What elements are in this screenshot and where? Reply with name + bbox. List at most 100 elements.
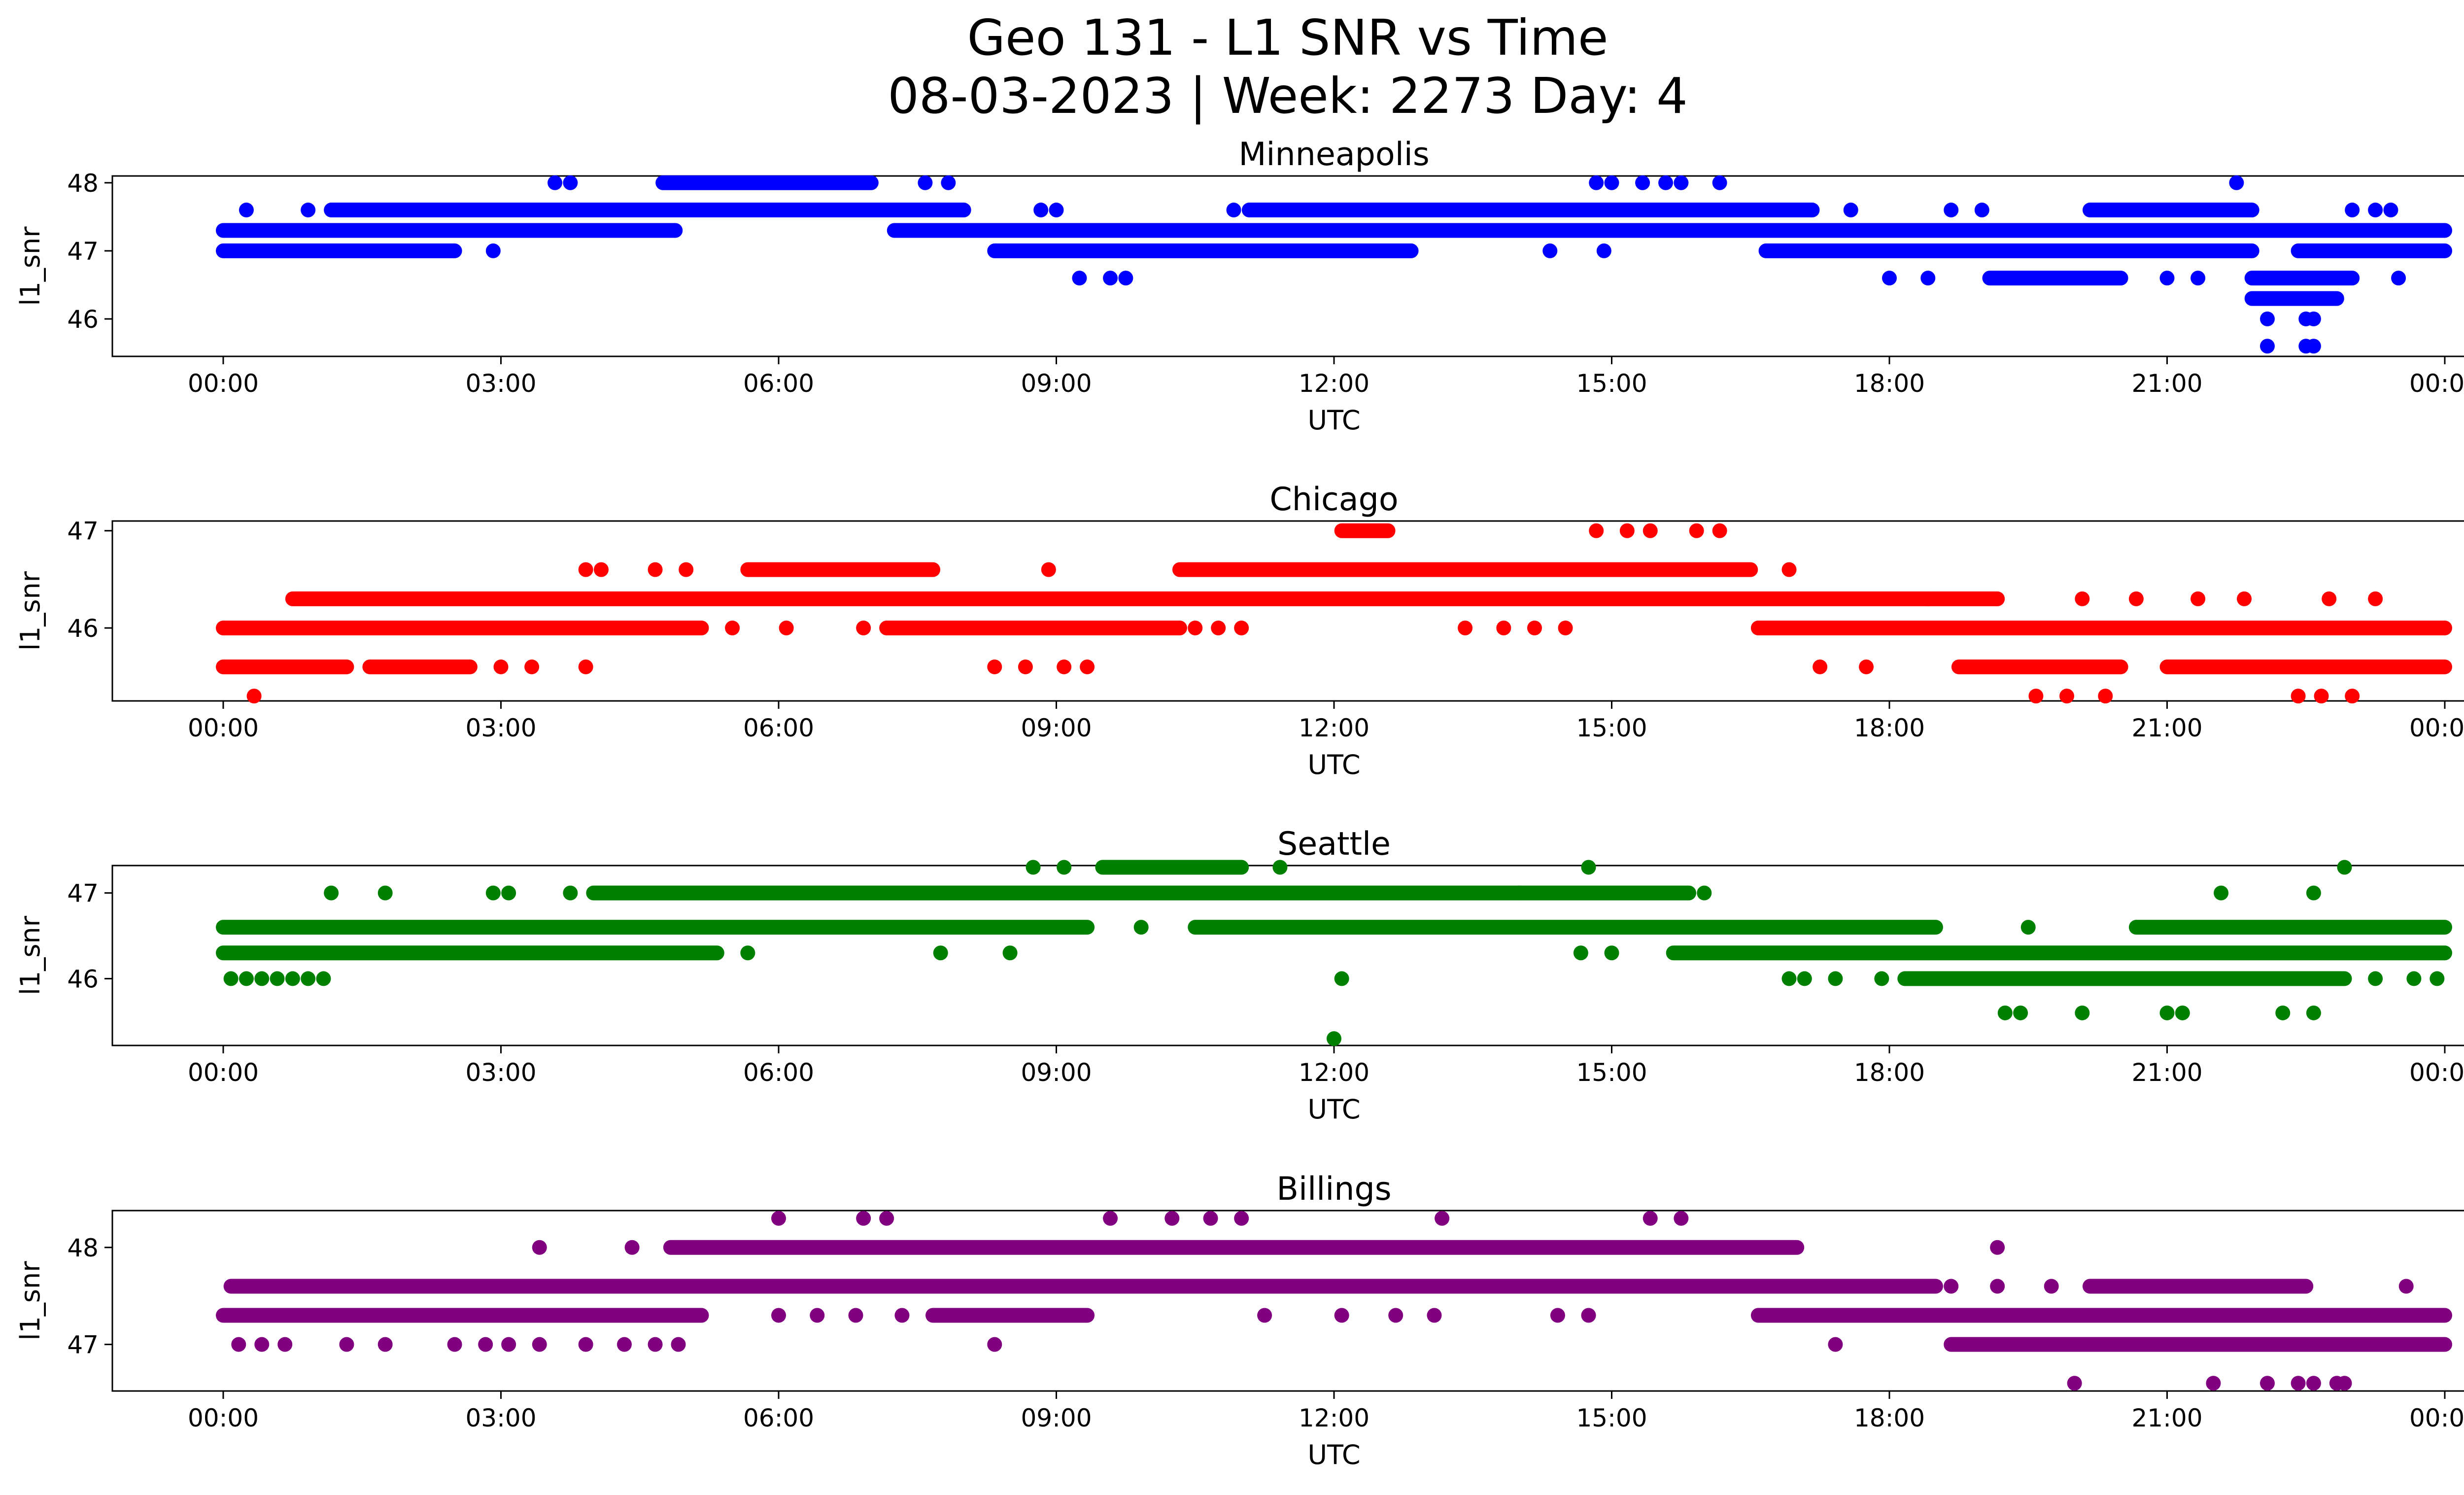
scatter-point <box>1558 621 1573 636</box>
scatter-run <box>1666 945 2452 961</box>
scatter-point <box>2128 591 2144 606</box>
scatter-point <box>1018 659 1033 674</box>
scatter-point <box>1211 621 1226 636</box>
scatter-point <box>1257 1308 1272 1323</box>
scatter-point <box>1643 1211 1658 1226</box>
scatter-run <box>1241 203 1411 218</box>
scatter-point <box>2259 339 2275 354</box>
scatter-point <box>2322 591 2337 606</box>
scatter-point <box>2013 1005 2028 1020</box>
scatter-point <box>1619 523 1635 538</box>
subplot-title: Billings <box>1276 1171 1391 1208</box>
scatter-point <box>1581 1308 1596 1323</box>
scatter-point <box>277 1337 293 1352</box>
y-tick-label: 46 <box>67 965 99 993</box>
scatter-point <box>2229 175 2244 190</box>
scatter-point <box>501 885 516 901</box>
scatter-point <box>478 1337 493 1352</box>
scatter-point <box>1990 1279 2005 1294</box>
y-tick-label: 46 <box>67 614 99 643</box>
scatter-point <box>671 1337 686 1352</box>
scatter-run <box>362 659 478 674</box>
scatter-point <box>879 1211 894 1226</box>
scatter-point <box>2306 312 2321 327</box>
scatter-point <box>548 175 563 190</box>
scatter-run <box>1750 1308 2452 1323</box>
x-tick-label: 21:00 <box>2131 714 2202 742</box>
x-tick-label: 06:00 <box>743 1404 814 1432</box>
y-tick-label: 47 <box>67 237 99 266</box>
scatter-point <box>2159 1005 2175 1020</box>
scatter-point <box>2190 591 2206 606</box>
scatter-point <box>1828 971 1843 986</box>
scatter-point <box>1226 203 1241 218</box>
scatter-run <box>1172 562 1758 577</box>
y-tick-label: 48 <box>67 169 99 198</box>
scatter-point <box>941 175 956 190</box>
scatter-point <box>2368 591 2383 606</box>
scatter-point <box>1118 271 1133 286</box>
scatter-point <box>2237 591 2252 606</box>
scatter-point <box>1203 1211 1218 1226</box>
scatter-point <box>1080 659 1095 674</box>
scatter-point <box>1057 659 1072 674</box>
scatter-point <box>1026 860 1041 875</box>
scatter-run <box>879 621 1187 636</box>
x-tick-label: 15:00 <box>1576 369 1647 398</box>
scatter-point <box>231 1337 246 1352</box>
x-tick-label: 06:00 <box>743 714 814 742</box>
x-tick-label: 21:00 <box>2131 369 2202 398</box>
scatter-point <box>2067 1376 2082 1391</box>
x-tick-label: 06:00 <box>743 369 814 398</box>
scatter-run <box>1396 203 1820 218</box>
scatter-point <box>679 562 694 577</box>
scatter-run <box>2082 203 2259 218</box>
scatter-point <box>1596 243 1611 258</box>
scatter-run <box>586 885 1697 901</box>
scatter-point <box>1604 945 1619 961</box>
x-tick-label: 09:00 <box>1021 1058 1092 1087</box>
x-tick-label: 18:00 <box>1854 714 1925 742</box>
scatter-point <box>933 945 948 961</box>
scatter-series <box>216 175 2453 354</box>
scatter-point <box>1589 175 1604 190</box>
scatter-point <box>1712 175 1727 190</box>
scatter-point <box>1496 621 1511 636</box>
scatter-point <box>1542 243 1558 258</box>
scatter-point <box>1882 271 1897 286</box>
scatter-point <box>2345 203 2360 218</box>
x-tick-label: 09:00 <box>1021 1404 1092 1432</box>
scatter-point <box>1658 175 1674 190</box>
scatter-point <box>316 971 331 986</box>
scatter-point <box>1828 1337 1843 1352</box>
y-tick-label: 48 <box>67 1234 99 1262</box>
scatter-point <box>2028 689 2044 704</box>
scatter-point <box>771 1308 786 1323</box>
x-tick-label: 00:00 <box>188 1404 259 1432</box>
scatter-point <box>810 1308 825 1323</box>
scatter-point <box>301 203 316 218</box>
scatter-run <box>216 243 462 258</box>
scatter-run <box>223 1279 1943 1294</box>
scatter-point <box>2291 1376 2306 1391</box>
scatter-point <box>1234 1211 1249 1226</box>
scatter-point <box>894 1308 910 1323</box>
scatter-run <box>285 591 1936 606</box>
scatter-point <box>987 659 1002 674</box>
scatter-point <box>254 1337 270 1352</box>
scatter-point <box>532 1240 547 1255</box>
scatter-run <box>2159 659 2452 674</box>
scatter-run <box>655 175 879 190</box>
scatter-run <box>1758 243 2259 258</box>
scatter-point <box>2259 1376 2275 1391</box>
scatter-point <box>1944 203 1959 218</box>
scatter-point <box>2398 1279 2414 1294</box>
scatter-point <box>918 175 933 190</box>
scatter-point <box>1674 175 1689 190</box>
scatter-point <box>2214 885 2229 901</box>
scatter-run <box>887 223 2453 238</box>
scatter-run <box>740 562 941 577</box>
scatter-run <box>925 1308 1095 1323</box>
scatter-run <box>1188 920 1943 935</box>
